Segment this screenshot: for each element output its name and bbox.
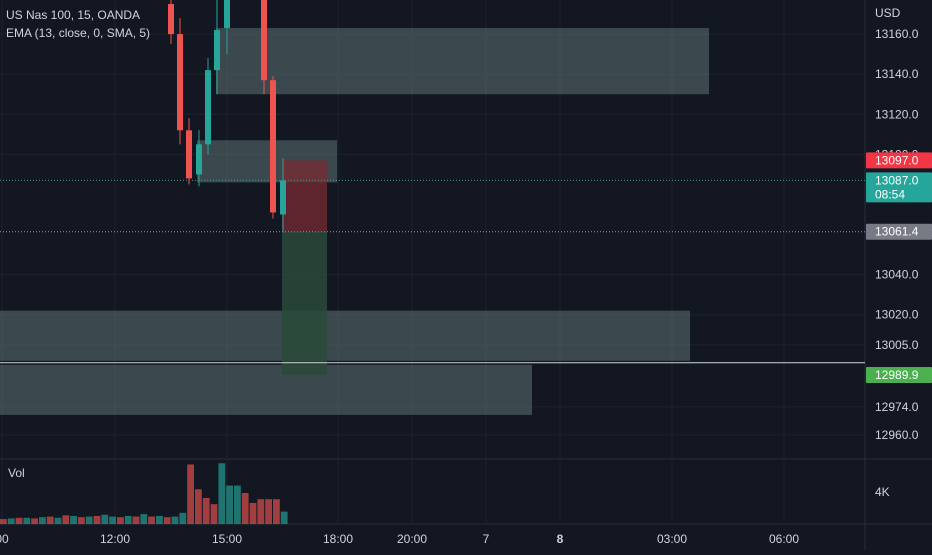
time-tick-label[interactable]: 18:00 xyxy=(323,532,353,546)
stop-loss-area[interactable] xyxy=(282,160,327,232)
volume-bar xyxy=(132,516,140,524)
time-tick-label[interactable]: 12:00 xyxy=(100,532,130,546)
time-tick-label[interactable]: 15:00 xyxy=(212,532,242,546)
volume-bar xyxy=(39,517,46,524)
volume-bar xyxy=(0,519,7,524)
volume-bar xyxy=(202,497,210,524)
time-tick-label[interactable]: 7 xyxy=(483,532,490,546)
candle-body[interactable] xyxy=(214,30,220,71)
candle-body[interactable] xyxy=(186,130,192,179)
price-tick-label[interactable]: 12974.0 xyxy=(875,400,919,414)
price-label-value[interactable]: 13061.4 xyxy=(875,225,919,239)
volume-bar xyxy=(54,517,62,524)
volume-bar xyxy=(257,499,265,524)
volume-bar xyxy=(70,515,77,524)
volume-axis-label[interactable]: 4K xyxy=(875,485,890,499)
countdown-label[interactable]: 08:54 xyxy=(875,187,905,201)
volume-bar xyxy=(234,485,241,524)
zone-layer[interactable] xyxy=(0,28,709,415)
price-tick-label[interactable]: 13005.0 xyxy=(875,338,919,352)
volume-bar xyxy=(23,517,31,524)
volume-bar xyxy=(187,464,194,524)
price-tick-label[interactable]: 13140.0 xyxy=(875,67,919,81)
price-tick-label[interactable]: 13040.0 xyxy=(875,268,919,282)
take-profit-area[interactable] xyxy=(282,231,327,376)
volume-bar xyxy=(62,515,70,524)
price-tick-label[interactable]: 13120.0 xyxy=(875,107,919,121)
candle-body[interactable] xyxy=(261,0,267,81)
price-axis[interactable]: 13160.013140.013120.013100.013040.013020… xyxy=(866,6,932,499)
zone-rectangle[interactable] xyxy=(0,364,532,415)
candle-body[interactable] xyxy=(177,34,183,131)
volume-bar xyxy=(15,517,23,524)
volume-bar xyxy=(163,517,171,524)
currency-label[interactable]: USD xyxy=(875,6,901,20)
candle-body[interactable] xyxy=(270,80,276,213)
volume-bar xyxy=(265,499,272,524)
volume-bar xyxy=(171,516,179,524)
candle-body[interactable] xyxy=(224,0,230,29)
price-label-badge[interactable] xyxy=(866,223,932,240)
volume-bar xyxy=(218,463,226,524)
price-label-value[interactable]: 13087.0 xyxy=(875,173,919,187)
volume-bar xyxy=(85,516,93,524)
time-tick-label[interactable]: 20:00 xyxy=(397,532,427,546)
time-tick-label[interactable]: 00 xyxy=(0,532,9,546)
volume-bar xyxy=(140,514,148,524)
volume-bar xyxy=(241,493,249,524)
price-label-value[interactable]: 13097.0 xyxy=(875,153,919,167)
position-tool[interactable] xyxy=(282,160,327,376)
candle-body[interactable] xyxy=(168,4,174,35)
time-tick-label[interactable]: 06:00 xyxy=(769,532,799,546)
price-label-badge[interactable] xyxy=(866,367,932,384)
zone-rectangle[interactable] xyxy=(0,310,690,361)
time-tick-label[interactable]: 03:00 xyxy=(657,532,687,546)
volume-bar xyxy=(31,518,38,524)
volume-bar xyxy=(93,515,101,524)
volume-bar xyxy=(7,518,15,524)
price-tick-label[interactable]: 12960.0 xyxy=(875,428,919,442)
price-label-badge[interactable] xyxy=(866,152,932,169)
volume-bar xyxy=(109,516,116,524)
volume-bar xyxy=(101,514,109,524)
volume-bar xyxy=(280,511,288,524)
time-axis[interactable]: 00 12:00 15:00 18:00 20:00 7 8 03:00 06:00 xyxy=(0,532,799,546)
candles-layer[interactable] xyxy=(168,0,286,233)
volume-bar xyxy=(78,517,85,524)
time-tick-label[interactable]: 8 xyxy=(557,532,564,546)
price-label-value[interactable]: 12989.9 xyxy=(875,368,919,382)
price-tick-label[interactable]: 13020.0 xyxy=(875,308,919,322)
volume-bar xyxy=(249,502,257,524)
volume-bar xyxy=(148,516,155,524)
price-tick-label[interactable]: 13160.0 xyxy=(875,27,919,41)
volume-bar xyxy=(273,499,280,524)
price-label-badge[interactable] xyxy=(866,172,932,203)
volume-bar xyxy=(226,485,233,524)
volume-bar xyxy=(156,515,163,524)
volume-bar xyxy=(210,504,218,524)
reference-lines xyxy=(0,179,865,364)
volume-bar xyxy=(195,489,202,524)
volume-bar xyxy=(46,516,54,524)
volume-bar xyxy=(117,517,124,524)
candle-body[interactable] xyxy=(205,70,211,145)
volume-bar xyxy=(124,515,132,524)
volume-label[interactable]: Vol xyxy=(8,466,25,480)
candle-body[interactable] xyxy=(196,144,202,175)
candle-body[interactable] xyxy=(280,180,286,215)
volume-bar xyxy=(179,512,187,524)
volume-bars-layer xyxy=(0,463,288,524)
zone-rectangle[interactable] xyxy=(216,28,709,95)
